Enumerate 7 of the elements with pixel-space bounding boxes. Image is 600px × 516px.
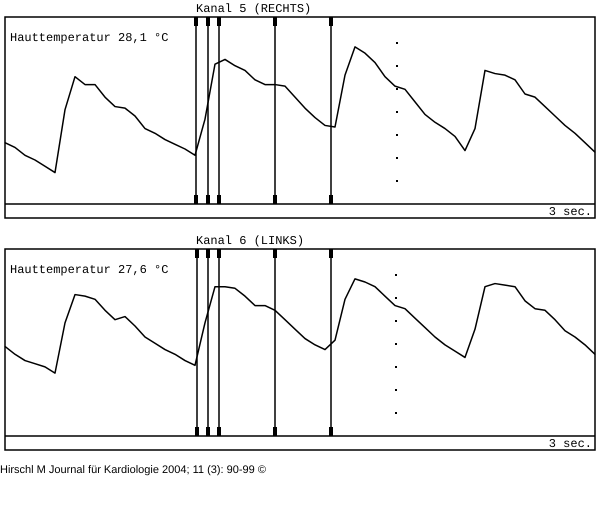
text: Hauttemperatur 27,6 °C <box>10 263 168 277</box>
chart-title: Kanal 6 (LINKS) <box>196 234 304 248</box>
chart-title: Kanal 5 (RECHTS) <box>196 2 312 16</box>
text: Hauttemperatur 28,1 °C <box>10 31 168 45</box>
x-axis-title: 3 sec. <box>548 437 592 451</box>
text: Hirschl M Journal für Kardiologie 2004; 11 (3): 90-99 © <box>0 464 267 476</box>
x-axis-title: 3 sec. <box>548 205 592 219</box>
